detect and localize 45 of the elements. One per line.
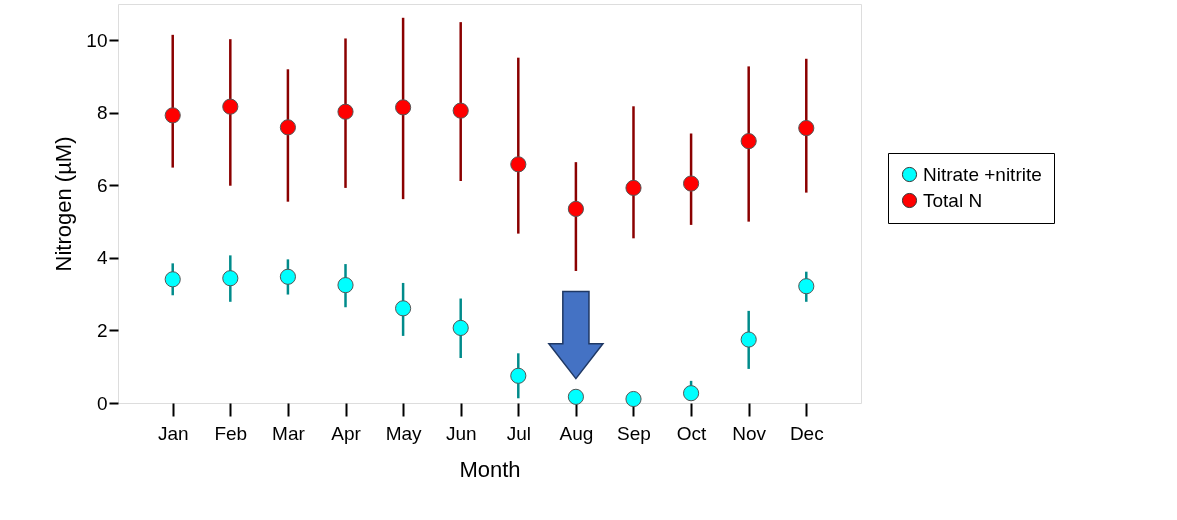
x-tick-label: Jun [445,422,477,444]
point [279,119,296,136]
point [452,102,469,119]
x-tick-label: Feb [214,422,248,444]
point [510,367,527,384]
x-tick-label: Apr [331,422,362,444]
point [625,390,642,408]
y-tick-label: 0 [96,392,108,414]
x-tick-label: May [385,422,423,444]
x-axis-title: Month [459,456,521,482]
point [510,156,527,173]
point [798,119,815,137]
point [567,200,584,218]
point [395,99,412,116]
y-axis-title: Nitrogen (µM) [51,136,77,272]
point [740,331,757,348]
point [164,271,181,288]
point [683,175,700,192]
point [279,268,296,285]
legend-label: Nitrate +nitrite [923,163,1042,185]
point [337,103,354,120]
point [567,388,584,405]
y-tick-label: 4 [96,247,108,269]
point [222,270,239,287]
y-tick-label: 10 [86,29,108,51]
x-tick-label: Oct [676,422,708,444]
x-tick-label: Dec [789,422,824,444]
point [625,179,642,196]
point [337,277,354,294]
point [222,98,239,115]
y-tick-label: 6 [96,174,108,196]
x-tick-label: Sep [617,422,651,444]
point [452,319,469,336]
x-tick-label: Mar [272,422,306,444]
x-tick-label: Aug [559,422,594,444]
x-tick-label: Jan [157,422,189,444]
legend-label: Total N [923,189,983,211]
y-tick-label: 2 [96,319,108,341]
y-tick-label: 8 [96,102,108,124]
point [164,107,181,124]
point [798,278,815,295]
x-tick-label: Jul [506,422,531,444]
x-tick-label: Nov [732,422,767,444]
point [395,300,412,317]
point [740,133,757,150]
